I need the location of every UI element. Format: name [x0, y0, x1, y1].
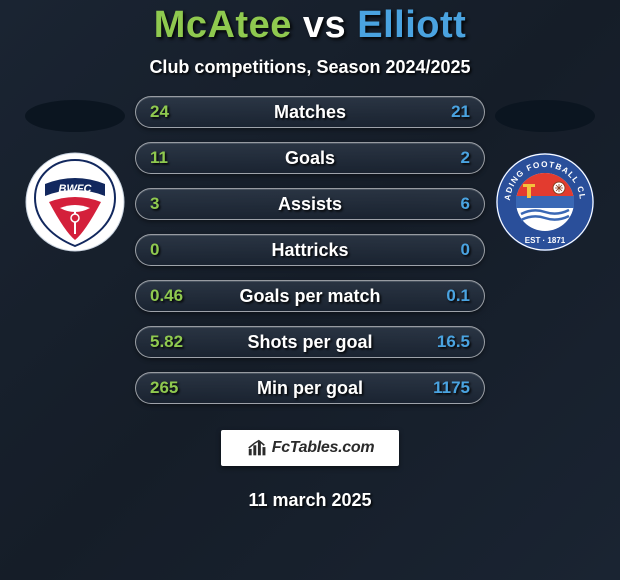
main-row: BWFC 24Matches21 11Goals2 3Assists6 0Hattri… [0, 96, 620, 404]
brand-badge[interactable]: FcTables.com [221, 430, 399, 466]
stat-left-value: 24 [150, 102, 192, 122]
stat-left-value: 3 [150, 194, 192, 214]
stat-left-value: 0.46 [150, 286, 192, 306]
stat-right-value: 16.5 [428, 332, 470, 352]
stat-label: Assists [192, 194, 428, 215]
vs-separator: vs [303, 4, 346, 46]
stat-label: Hattricks [192, 240, 428, 261]
stat-left-value: 0 [150, 240, 192, 260]
svg-text:BWFC: BWFC [59, 183, 93, 195]
date-text: 11 march 2025 [248, 490, 371, 511]
brand-text: FcTables.com [272, 439, 375, 457]
bolton-crest-icon: BWFC [25, 152, 125, 252]
stat-row: 0Hattricks0 [135, 234, 485, 266]
right-club-crest: READING FOOTBALL CLUB EST · 1871 [495, 152, 595, 252]
stat-right-value: 0.1 [428, 286, 470, 306]
reading-crest-icon: READING FOOTBALL CLUB EST · 1871 [495, 152, 595, 252]
stat-row: 5.82Shots per goal16.5 [135, 326, 485, 358]
stat-label: Matches [192, 102, 428, 123]
left-color-oval [25, 100, 125, 132]
chart-bars-icon [246, 437, 268, 459]
left-club-column: BWFC [15, 96, 135, 252]
stat-right-value: 2 [428, 148, 470, 168]
right-color-oval [495, 100, 595, 132]
stat-row: 24Matches21 [135, 96, 485, 128]
svg-text:EST · 1871: EST · 1871 [525, 236, 566, 245]
player1-name: McAtee [154, 4, 292, 46]
stat-row: 11Goals2 [135, 142, 485, 174]
stat-row: 3Assists6 [135, 188, 485, 220]
right-club-column: READING FOOTBALL CLUB EST · 1871 [485, 96, 605, 252]
stat-right-value: 21 [428, 102, 470, 122]
left-club-crest: BWFC [25, 152, 125, 252]
stat-label: Goals [192, 148, 428, 169]
stat-left-value: 11 [150, 148, 192, 168]
stat-left-value: 265 [150, 378, 192, 398]
stat-right-value: 6 [428, 194, 470, 214]
stat-left-value: 5.82 [150, 332, 192, 352]
stat-row: 265Min per goal1175 [135, 372, 485, 404]
stats-column: 24Matches2111Goals23Assists60Hattricks00… [135, 96, 485, 404]
stat-right-value: 0 [428, 240, 470, 260]
stat-row: 0.46Goals per match0.1 [135, 280, 485, 312]
subtitle: Club competitions, Season 2024/2025 [149, 57, 470, 78]
page-title: McAtee vs Elliott [154, 4, 467, 47]
stat-right-value: 1175 [428, 378, 470, 398]
stat-label: Goals per match [192, 286, 428, 307]
stat-label: Min per goal [192, 378, 428, 399]
player2-name: Elliott [357, 4, 466, 46]
stat-label: Shots per goal [192, 332, 428, 353]
comparison-card: McAtee vs Elliott Club competitions, Sea… [0, 0, 620, 580]
